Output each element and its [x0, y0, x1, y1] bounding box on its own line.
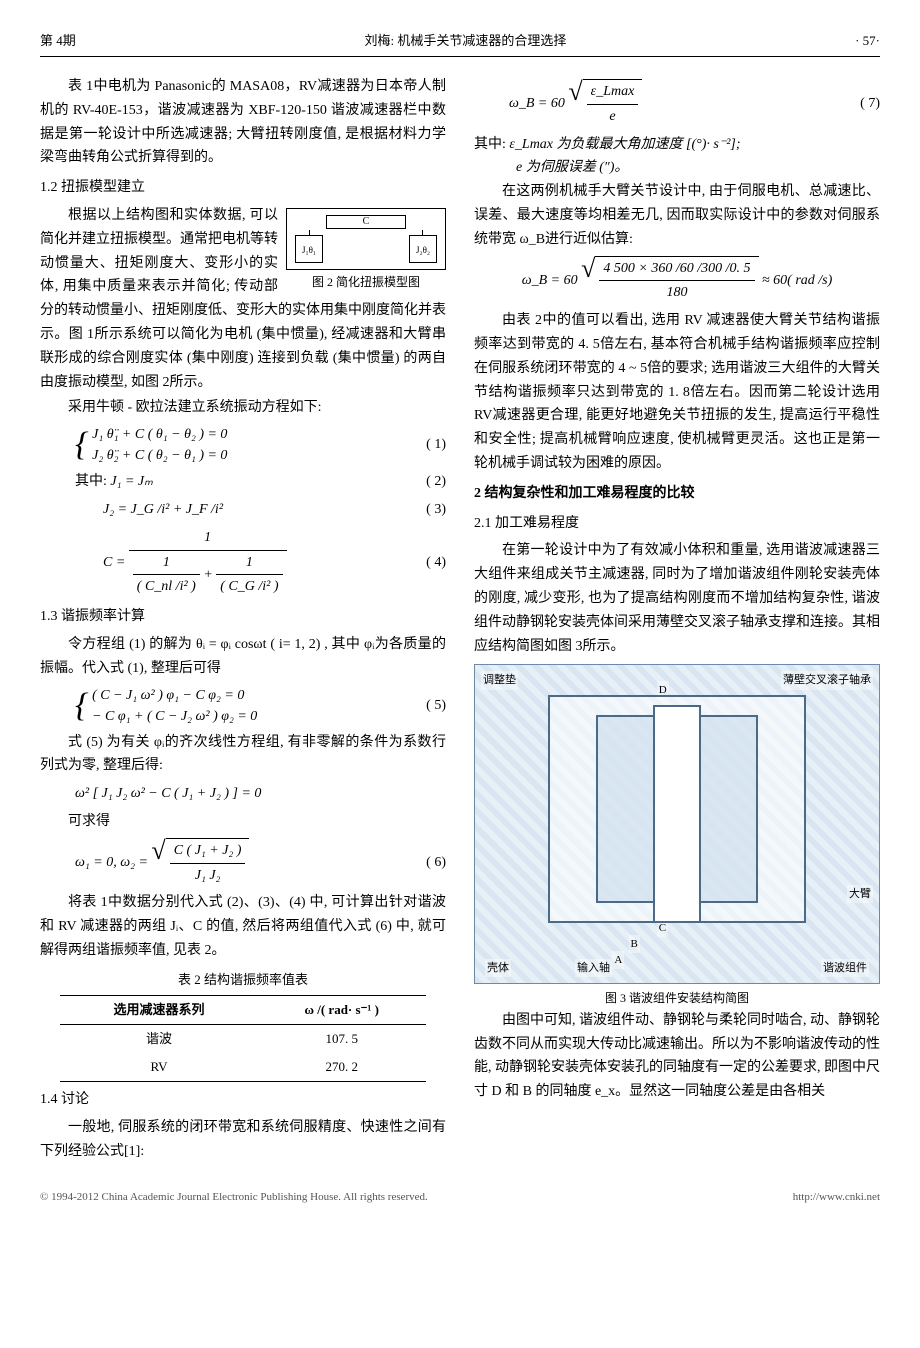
- left-para-4: 令方程组 (1) 的解为 θᵢ = φᵢ cosωt ( i= 1, 2) , …: [40, 633, 446, 681]
- content-columns: 表 1中电机为 Panasonic的 MASA08，RV减速器为日本帝人制机的 …: [40, 75, 880, 1165]
- fig3-lbl-A: A: [612, 951, 624, 970]
- heading-1-3: 1.3 谐振频率计算: [40, 605, 446, 629]
- table-2-title: 表 2 结构谐振频率值表: [40, 969, 446, 991]
- eq1-number: ( 1): [406, 433, 446, 457]
- eq5-line1: ( C − J₁ ω² ) φ₁ − C φ₂ = 0: [92, 685, 257, 706]
- eq3-number: ( 3): [406, 498, 446, 522]
- right-para-4: 由图中可知, 谐波组件动、静钢轮与柔轮同时啮合, 动、静钢轮齿数不同从而实现大传…: [474, 1009, 880, 1104]
- page-header: 第 4期 刘梅: 机械手关节减速器的合理选择 · 57·: [40, 30, 880, 57]
- eq7-number: ( 7): [840, 92, 880, 116]
- eq2-number: ( 2): [406, 470, 446, 494]
- fig3-lbl-bl: 壳体: [485, 959, 511, 978]
- right-para-3: 在第一轮设计中为了有效减小体积和重量, 选用谐波减速器三大组件来组成关节主减速器…: [474, 539, 880, 658]
- right-column: ω_B = 60 √ ε_Lmax e ( 7) 其中: ε_Lmax 为负载最…: [474, 75, 880, 1165]
- footer-url: http://www.cnki.net: [793, 1188, 880, 1207]
- fig3-lbl-B: B: [629, 935, 640, 954]
- right-para-2: 由表 2中的值可以看出, 选用 RV 减速器使大臂关节结构谐振频率达到带宽的 4…: [474, 309, 880, 476]
- equation-1: { J₁ θ̈₁ + C ( θ₁ − θ₂ ) = 0 J₂ θ̈₂ + C …: [40, 424, 446, 466]
- equation-2: 其中: J₁ = Jₘ ( 2): [40, 470, 446, 494]
- heading-2-1: 2.1 加工难易程度: [474, 512, 880, 536]
- right-para-1: 在这两例机械手大臂关节设计中, 由于伺服电机、总减速比、误差、最大速度等均相差无…: [474, 180, 880, 251]
- header-title: 刘梅: 机械手关节减速器的合理选择: [364, 30, 566, 52]
- table2-head-1: ω /( rad· s⁻¹ ): [258, 995, 426, 1024]
- figure-2-box: C J₁θ₁ J₂θ₂: [286, 208, 446, 270]
- fig2-label-J2: J₂θ₂: [409, 235, 437, 263]
- eq4-number: ( 4): [406, 551, 446, 575]
- eq5-line2: − C φ₁ + ( C − J₂ ω² ) φ₂ = 0: [92, 706, 257, 727]
- fig2-label-C: C: [326, 215, 406, 229]
- heading-1-2: 1.2 扭振模型建立: [40, 176, 446, 200]
- heading-1-4: 1.4 讨论: [40, 1088, 446, 1112]
- left-para-7: 一般地, 伺服系统的闭环带宽和系统伺服精度、快速性之间有下列经验公式[1]:: [40, 1116, 446, 1164]
- left-para-solve: 可求得: [40, 810, 446, 834]
- heading-2: 2 结构复杂性和加工难易程度的比较: [474, 482, 880, 506]
- fig3-lbl-tl: 调整垫: [481, 671, 518, 690]
- figure-3: 调整垫 薄壁交叉滚子轴承 D C B A 壳体 输入轴 谐波组件 大臂: [474, 664, 880, 984]
- eq5-number: ( 5): [406, 694, 446, 718]
- fig3-lbl-br1: 谐波组件: [821, 959, 869, 978]
- figure-3-caption: 图 3 谐波组件安装结构简图: [474, 988, 880, 1008]
- eq1-line1: J₁ θ̈₁ + C ( θ₁ − θ₂ ) = 0: [92, 424, 227, 445]
- fig3-lbl-tr: 薄壁交叉滚子轴承: [781, 671, 873, 690]
- fig2-label-J1: J₁θ₁: [295, 235, 323, 263]
- equation-calc: ω_B = 60 √ 4 500 × 360 /60 /300 /0. 5 18…: [474, 256, 880, 306]
- table-2: 选用减速器系列 ω /( rad· s⁻¹ ) 谐波 107. 5 RV 270…: [60, 995, 425, 1082]
- header-issue: 第 4期: [40, 30, 76, 52]
- eq7-where: 其中: ε_Lmax 为负载最大角加速度 [(°)· s⁻²];: [474, 133, 880, 157]
- header-page: · 57·: [855, 30, 880, 52]
- eq1-line2: J₂ θ̈₂ + C ( θ₂ − θ₁ ) = 0: [92, 445, 227, 466]
- footer-copyright: © 1994-2012 China Academic Journal Elect…: [40, 1188, 428, 1207]
- eq6-number: ( 6): [406, 851, 446, 875]
- figure-2-caption: 图 2 简化扭振模型图: [286, 272, 446, 292]
- fig3-lbl-br2: 大臂: [847, 885, 873, 904]
- left-para-3: 采用牛顿 - 欧拉法建立系统振动方程如下:: [40, 396, 446, 420]
- table-row: 谐波 107. 5: [60, 1024, 425, 1053]
- fig3-lbl-bm: 输入轴: [575, 959, 612, 978]
- equation-4: C = 1 1( C_nl /i² ) + 1( C_G /i² ) ( 4): [40, 526, 446, 599]
- equation-det: ω² [ J₁ J₂ ω² − C ( J₁ + J₂ ) ] = 0: [40, 782, 446, 806]
- equation-3: J₂ = J_G /i² + J_F /i² ( 3): [40, 498, 446, 522]
- eq7-where2: e 为伺服误差 (″)。: [474, 156, 880, 180]
- page-footer: © 1994-2012 China Academic Journal Elect…: [40, 1188, 880, 1207]
- table-row: RV 270. 2: [60, 1053, 425, 1082]
- left-para-6: 将表 1中数据分别代入式 (2)、(3)、(4) 中, 可计算出针对谐波和 RV…: [40, 891, 446, 962]
- equation-6: ω₁ = 0, ω₂ = √ C ( J₁ + J₂ ) J₁ J₂ ( 6): [40, 838, 446, 888]
- left-column: 表 1中电机为 Panasonic的 MASA08，RV减速器为日本帝人制机的 …: [40, 75, 446, 1165]
- equation-5: { ( C − J₁ ω² ) φ₁ − C φ₂ = 0 − C φ₁ + (…: [40, 685, 446, 727]
- figure-2: C J₁θ₁ J₂θ₂ 图 2 简化扭振模型图: [286, 208, 446, 292]
- equation-7: ω_B = 60 √ ε_Lmax e ( 7): [474, 79, 880, 129]
- left-para-5: 式 (5) 为有关 φᵢ的齐次线性方程组, 有非零解的条件为系数行列式为零, 整…: [40, 731, 446, 779]
- left-para-1: 表 1中电机为 Panasonic的 MASA08，RV减速器为日本帝人制机的 …: [40, 75, 446, 170]
- table2-head-0: 选用减速器系列: [60, 995, 257, 1024]
